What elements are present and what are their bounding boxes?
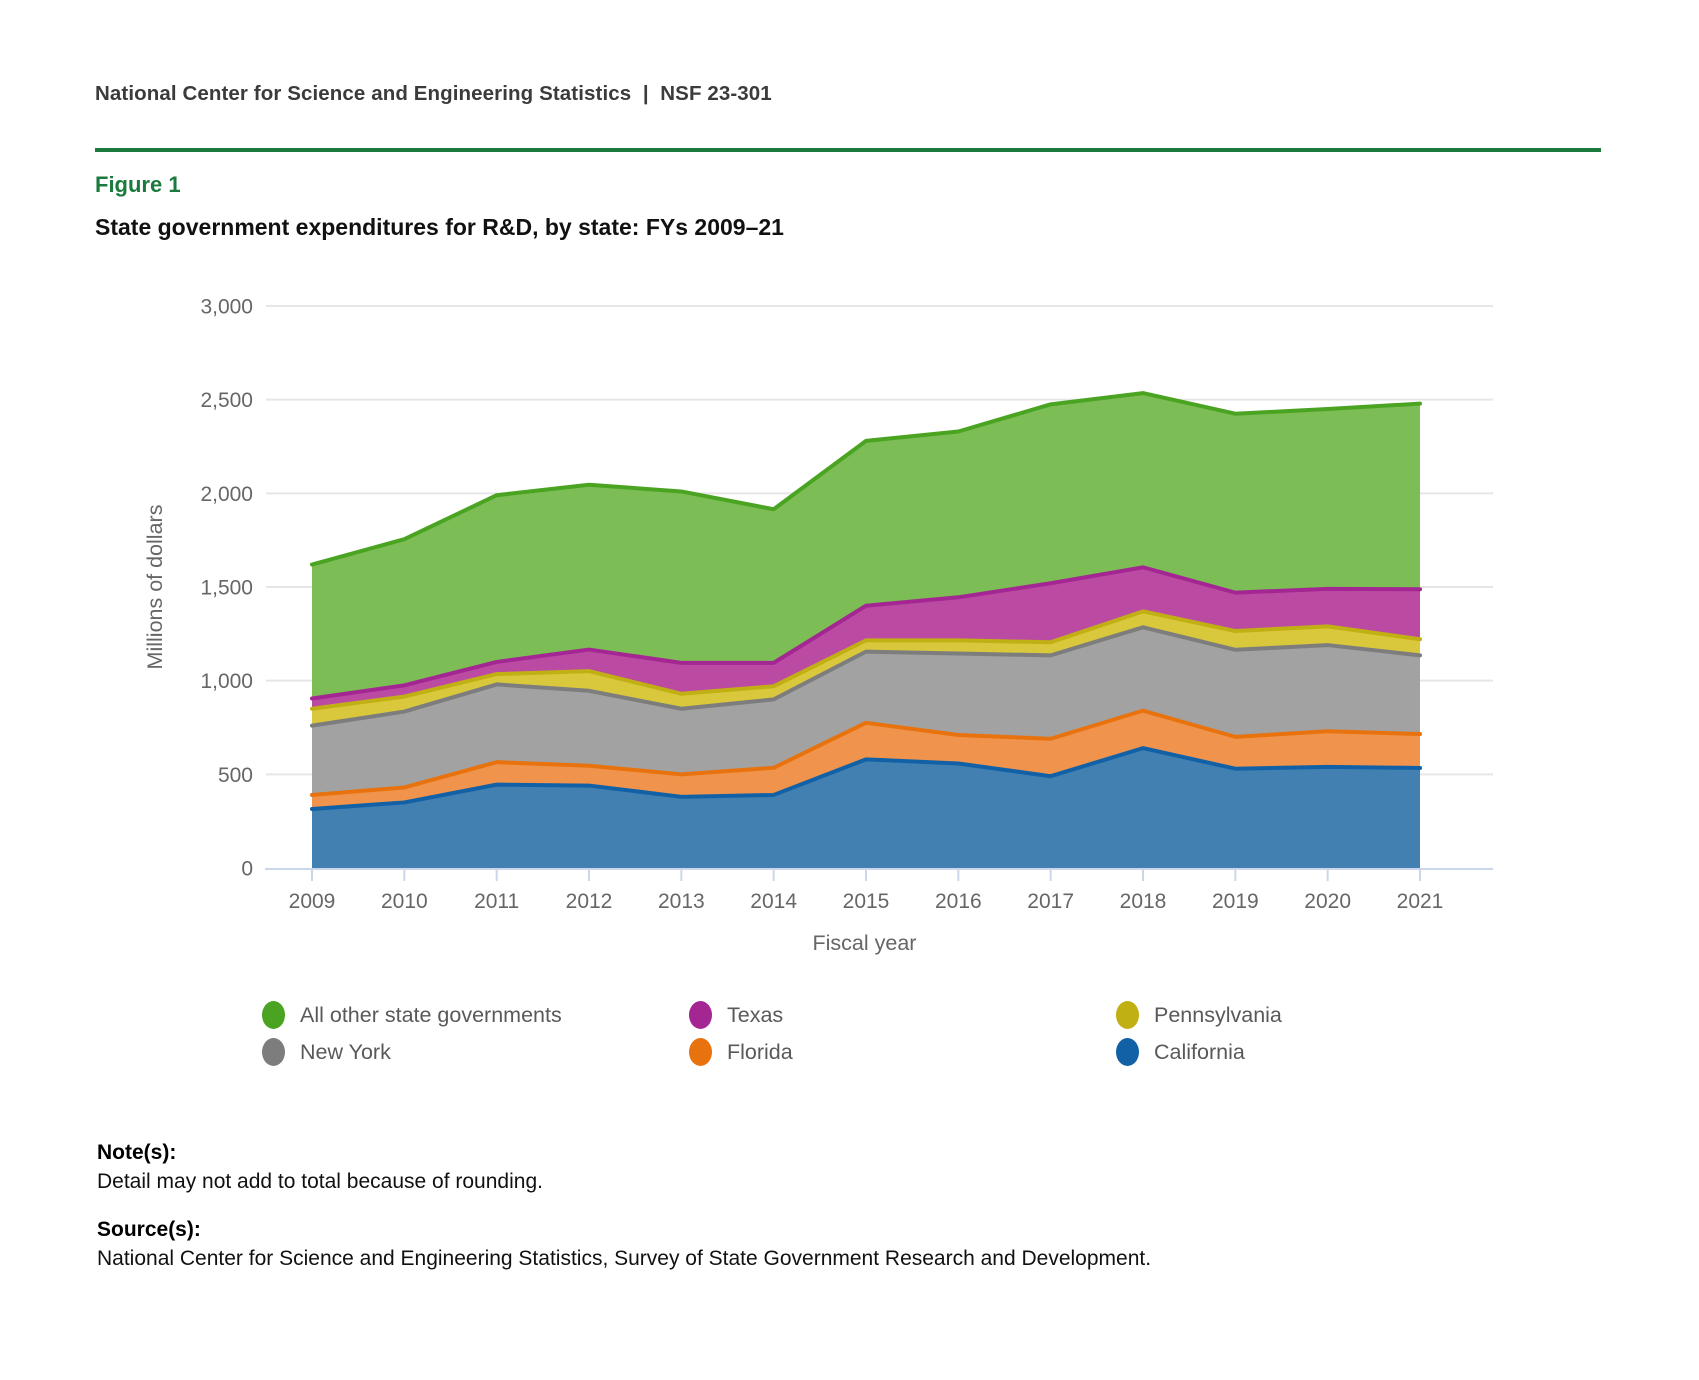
legend-label: New York: [300, 1039, 391, 1064]
legend-item-california[interactable]: California: [1116, 1038, 1245, 1066]
notes-text: Detail may not add to total because of r…: [97, 1170, 543, 1193]
y-tick-label: 2,000: [200, 483, 253, 506]
y-tick-label: 1,500: [200, 577, 253, 600]
legend-swatch-florida: [689, 1038, 712, 1066]
chart-title: State government expenditures for R&D, b…: [95, 214, 784, 240]
x-axis-title: Fiscal year: [813, 931, 917, 955]
x-tick-label: 2020: [1304, 890, 1351, 913]
line-all-other-state-governments: [310, 391, 1422, 567]
x-tick-label: 2013: [658, 890, 705, 913]
legend-item-texas[interactable]: Texas: [689, 1001, 783, 1029]
line-florida: [310, 708, 1422, 797]
figure-number-label: Figure 1: [95, 172, 181, 197]
area-california: [312, 748, 1420, 868]
header-rule: [95, 148, 1601, 152]
area-texas: [312, 567, 1420, 709]
legend-label: Pennsylvania: [1154, 1002, 1282, 1027]
y-tick-label: 2,500: [200, 389, 253, 412]
y-tick-label: 500: [218, 764, 253, 787]
notes-heading: Note(s):: [97, 1141, 177, 1164]
area-all-other-state-governments: [312, 393, 1420, 699]
area-new-york: [312, 627, 1420, 795]
y-tick-label: 1,000: [200, 670, 253, 693]
legend-item-florida[interactable]: Florida: [689, 1038, 793, 1066]
x-tick-label: 2016: [935, 890, 982, 913]
line-pennsylvania: [310, 609, 1422, 711]
x-tick-label: 2010: [381, 890, 428, 913]
x-tick-label: 2019: [1212, 890, 1259, 913]
x-tick-label: 2021: [1397, 890, 1444, 913]
y-tick-label: 0: [241, 858, 253, 881]
legend-swatch-pennsylvania: [1116, 1001, 1139, 1029]
x-tick-label: 2009: [289, 890, 336, 913]
x-tick-label: 2017: [1027, 890, 1074, 913]
report-header: National Center for Science and Engineer…: [95, 82, 772, 105]
x-tick-label: 2018: [1120, 890, 1167, 913]
x-tick-label: 2011: [474, 890, 519, 913]
line-california: [310, 746, 1422, 811]
x-tick-label: 2012: [566, 890, 613, 913]
x-tick-label: 2015: [843, 890, 890, 913]
legend-label: Florida: [727, 1039, 793, 1064]
line-new-york: [310, 625, 1422, 728]
x-tick-label: 2014: [750, 890, 797, 913]
legend-swatch-texas: [689, 1001, 712, 1029]
legend-swatch-california: [1116, 1038, 1139, 1066]
sources-text: National Center for Science and Engineer…: [97, 1247, 1152, 1270]
line-texas: [310, 565, 1422, 701]
y-tick-label: 3,000: [200, 296, 253, 319]
legend-item-new-york[interactable]: New York: [262, 1038, 391, 1066]
legend-item-pennsylvania[interactable]: Pennsylvania: [1116, 1001, 1282, 1029]
legend-swatch-new-york: [262, 1038, 285, 1066]
legend-item-all-other-state-governments[interactable]: All other state governments: [262, 1001, 562, 1029]
legend-label: Texas: [727, 1002, 784, 1027]
y-axis-title: Millions of dollars: [143, 505, 167, 670]
legend-label: California: [1154, 1039, 1245, 1064]
legend-swatch-all-other-state-governments: [262, 1001, 285, 1029]
legend-label: All other state governments: [300, 1002, 562, 1027]
sources-heading: Source(s):: [97, 1218, 201, 1241]
